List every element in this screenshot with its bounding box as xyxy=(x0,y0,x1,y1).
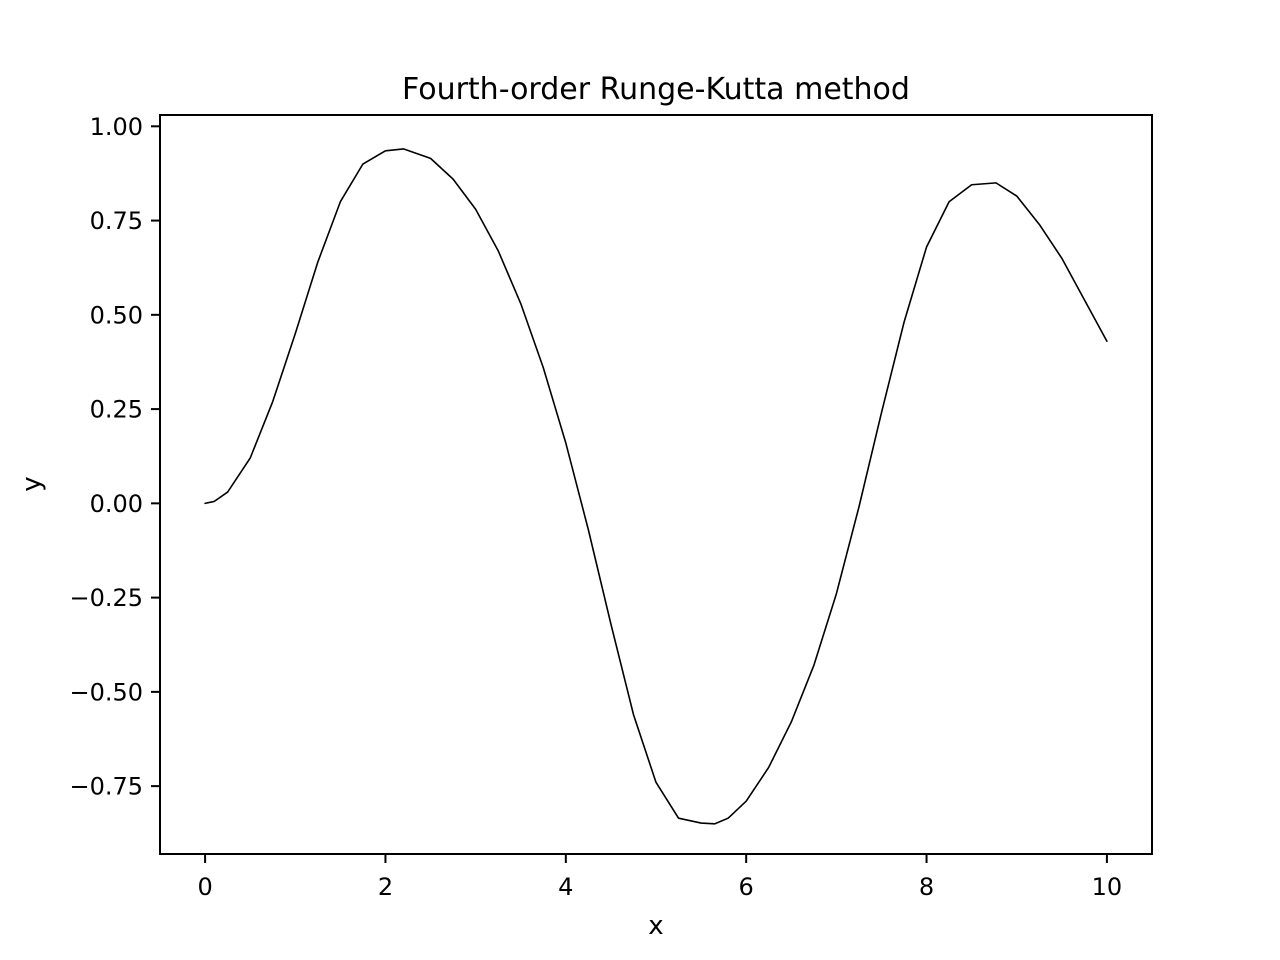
x-tick-label-5: 10 xyxy=(1092,873,1123,901)
x-tick-label-2: 4 xyxy=(558,873,573,901)
plot-area: 0 2 4 6 8 10 1.00 0.75 0.50 0.25 0.00 −0.25 −0.50 −0.… xyxy=(69,113,1153,901)
x-axis-label: x xyxy=(648,911,663,941)
series-line-0 xyxy=(204,148,1108,825)
y-tick-label-3: 0.25 xyxy=(90,396,143,424)
x-tick-label-4: 8 xyxy=(919,873,934,901)
y-tick-label-2: 0.50 xyxy=(90,301,143,329)
y-tick-label-5: −0.25 xyxy=(69,584,143,612)
y-axis-label: y xyxy=(17,476,47,491)
chart-title: Fourth-order Runge-Kutta method xyxy=(402,72,910,107)
y-tick-label-4: 0.00 xyxy=(90,490,143,518)
x-tick-label-0: 0 xyxy=(197,873,212,901)
x-tick-label-3: 6 xyxy=(739,873,754,901)
y-tick-label-7: −0.75 xyxy=(69,773,143,801)
x-tick-label-1: 2 xyxy=(378,873,393,901)
axes-frame xyxy=(159,114,1153,855)
y-tick-label-0: 1.00 xyxy=(90,113,143,141)
y-tick-label-1: 0.75 xyxy=(90,207,143,235)
y-tick-label-6: −0.50 xyxy=(69,678,143,706)
